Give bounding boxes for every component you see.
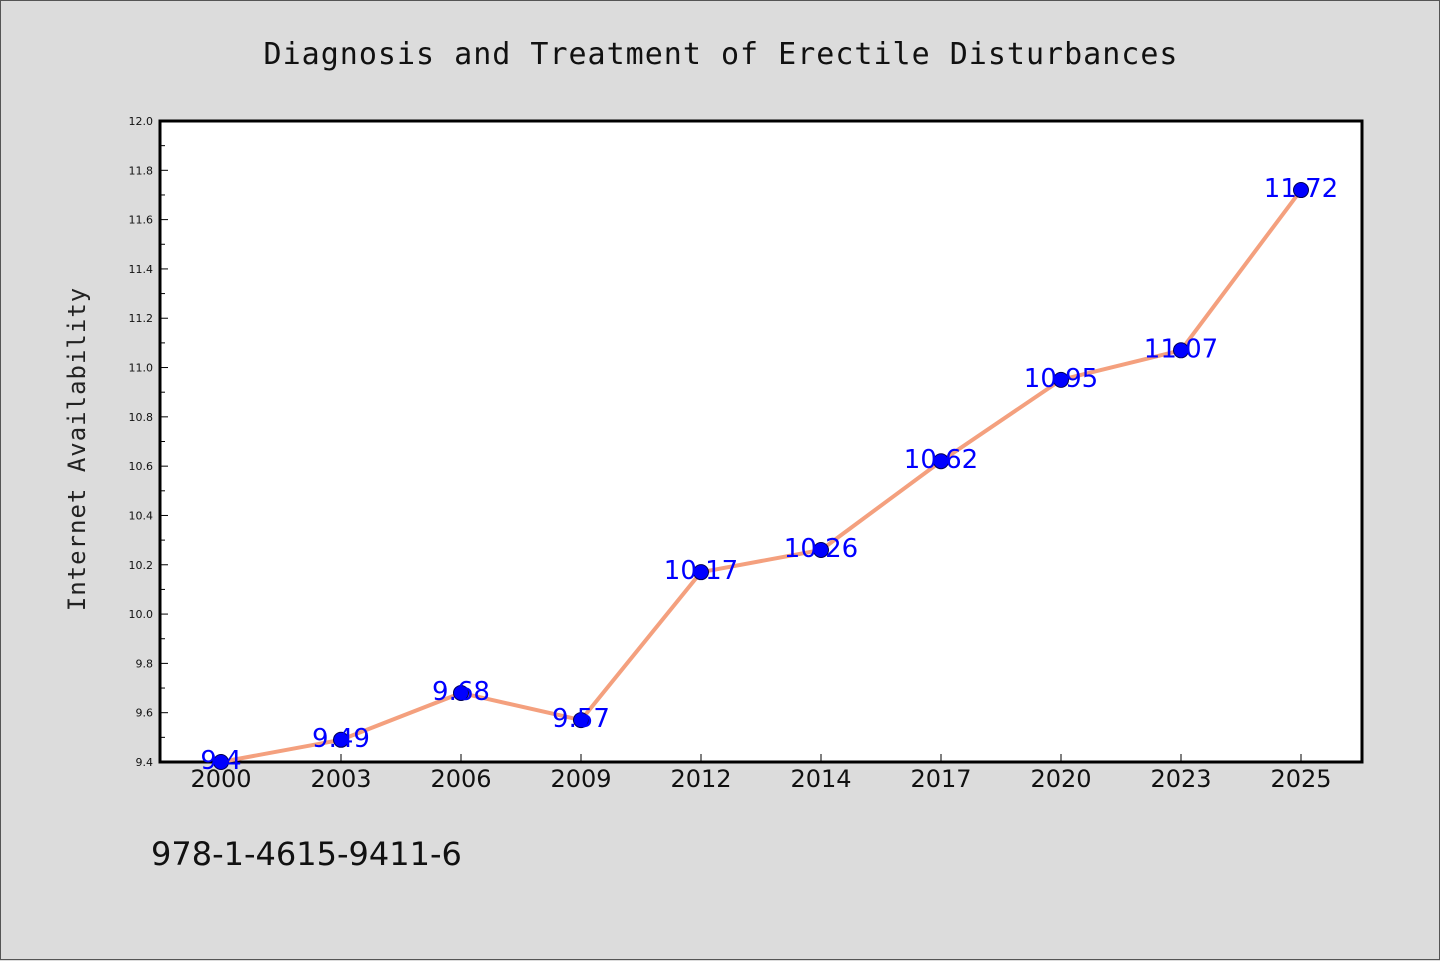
series-line bbox=[219, 188, 1303, 764]
x-tick-label: 2017 bbox=[910, 765, 971, 793]
data-label: 10.17 bbox=[664, 556, 738, 586]
x-tick-label: 2023 bbox=[1150, 765, 1211, 793]
data-label: 9.57 bbox=[552, 704, 610, 734]
x-tick-label: 2014 bbox=[790, 765, 851, 793]
y-tick-label: 12.0 bbox=[129, 115, 154, 128]
data-point-marker bbox=[453, 684, 469, 701]
y-tick-label: 9.4 bbox=[136, 756, 154, 769]
y-tick-label: 10.8 bbox=[129, 411, 154, 424]
data-label: 9.68 bbox=[432, 677, 490, 707]
x-tick-label: 2025 bbox=[1270, 765, 1331, 793]
y-tick-label: 10.0 bbox=[129, 608, 154, 621]
y-tick-label: 9.6 bbox=[136, 707, 154, 720]
y-tick-label: 10.4 bbox=[129, 509, 154, 522]
chart-title: Diagnosis and Treatment of Erectile Dist… bbox=[264, 37, 1179, 72]
y-tick-label: 11.2 bbox=[129, 312, 154, 325]
y-tick-label: 11.8 bbox=[129, 164, 154, 177]
y-tick-label: 10.6 bbox=[129, 460, 154, 473]
y-tick-label: 9.8 bbox=[136, 657, 154, 670]
plot-area bbox=[158, 119, 1364, 764]
x-tick-label: 2006 bbox=[430, 765, 491, 793]
series-line-group bbox=[213, 182, 1309, 770]
isbn-text: 978-1-4615-9411-6 bbox=[151, 835, 462, 873]
data-label: 9.49 bbox=[312, 724, 370, 754]
data-point-marker bbox=[1173, 342, 1189, 359]
data-label: 11.07 bbox=[1144, 334, 1218, 364]
data-label: 10.26 bbox=[784, 534, 858, 564]
data-labels-group: 9.4 9.49 9.68 9.57 10.17 10.26 10.62 10.95 11.07… bbox=[200, 174, 1338, 776]
data-point-marker bbox=[333, 731, 349, 748]
x-tick-label: 2012 bbox=[670, 765, 731, 793]
data-point-marker bbox=[1053, 371, 1069, 388]
data-point-marker bbox=[933, 453, 949, 470]
data-point-marker bbox=[573, 712, 589, 729]
data-label: 9.4 bbox=[200, 746, 241, 776]
y-tick-label: 11.4 bbox=[129, 263, 154, 276]
x-tick-label: 2003 bbox=[310, 765, 371, 793]
x-tick-label: 2020 bbox=[1030, 765, 1091, 793]
data-point-marker bbox=[213, 754, 229, 770]
y-tick-label: 11.0 bbox=[129, 362, 154, 375]
y-axis-label: Internet Availability bbox=[63, 287, 91, 611]
data-label: 10.62 bbox=[904, 445, 978, 475]
x-tick-label: 2009 bbox=[550, 765, 611, 793]
data-label: 11.72 bbox=[1264, 174, 1338, 204]
data-point-marker bbox=[1293, 182, 1309, 199]
data-point-marker bbox=[813, 541, 829, 558]
data-label: 10.95 bbox=[1024, 364, 1098, 394]
y-tick-label: 11.6 bbox=[129, 214, 154, 227]
x-axis: 2000 2003 2006 2009 2012 2014 2017 2020 2023 2025 bbox=[190, 754, 1332, 793]
y-axis: 9.4 9.6 9.8 10.0 10.2 10.4 10.6 10.8 11.0 11.2 11.… bbox=[129, 115, 168, 769]
y-tick-label: 10.2 bbox=[129, 559, 154, 572]
data-point-marker bbox=[693, 564, 709, 581]
